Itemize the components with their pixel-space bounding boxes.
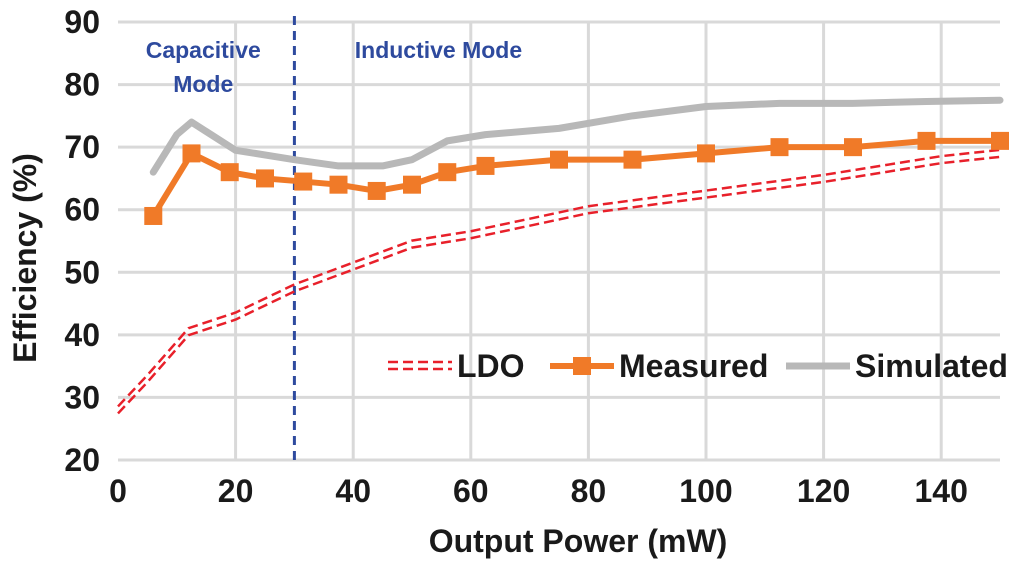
y-tick-label: 20: [64, 442, 100, 478]
series-marker-measured: [770, 138, 789, 157]
series-line-simulated: [149, 96, 1004, 176]
x-tick-label: 20: [218, 473, 254, 509]
series-marker-measured: [476, 156, 495, 175]
legend: LDO Measured Simulated: [388, 348, 1008, 384]
series-marker-measured: [403, 175, 421, 194]
y-tick-label: 50: [64, 254, 100, 290]
series-line-ldo-0: [117, 148, 1001, 408]
series-marker-measured: [294, 172, 313, 191]
series-marker-measured: [367, 181, 386, 200]
region-label-1: Inductive Mode: [355, 37, 522, 63]
series-marker-measured: [844, 138, 862, 157]
x-tick-label: 100: [679, 473, 732, 509]
series-line-measured: [150, 137, 1003, 219]
series-layer: [117, 96, 1009, 415]
legend-measured-marker: [573, 357, 591, 375]
x-tick-label: 120: [797, 473, 850, 509]
series-marker-measured: [917, 131, 936, 150]
x-tick-label: 40: [335, 473, 371, 509]
legend-item-ldo: LDO: [388, 348, 525, 384]
series-marker-measured: [623, 150, 642, 169]
series-marker-measured: [182, 144, 201, 163]
y-tick-label: 90: [64, 4, 100, 40]
region-label-0: Capacitive Mode: [146, 37, 261, 97]
x-tick-label: 60: [453, 473, 489, 509]
series-line-ldo-1: [117, 155, 1001, 415]
series-marker-measured: [329, 175, 348, 194]
y-tick-label: 40: [64, 317, 100, 353]
y-tick-label: 70: [64, 129, 100, 165]
y-tick-label: 30: [64, 379, 100, 415]
x-tick-label: 0: [109, 473, 127, 509]
x-axis-title: Output Power (mW): [429, 523, 728, 559]
series-marker-measured: [697, 144, 715, 163]
region-layer: Capacitive Mode Inductive Mode: [146, 37, 522, 97]
legend-ldo-label: LDO: [457, 348, 525, 384]
legend-item-measured: Measured: [550, 348, 768, 384]
legend-item-simulated: Simulated: [786, 348, 1008, 384]
grid-layer: [118, 20, 1000, 462]
y-tick-label: 60: [64, 192, 100, 228]
y-tick-label: 80: [64, 67, 100, 103]
series-marker-measured: [550, 150, 568, 169]
x-tick-label: 80: [571, 473, 607, 509]
legend-measured-label: Measured: [619, 348, 768, 384]
series-marker-measured: [144, 206, 163, 225]
series-marker-measured: [256, 169, 274, 188]
series-marker-measured: [438, 163, 457, 182]
x-tick-label: 140: [915, 473, 968, 509]
series-marker-measured: [220, 163, 239, 182]
y-axis-title: Efficiency (%): [7, 153, 43, 363]
series-marker-measured: [991, 131, 1009, 150]
legend-simulated-label: Simulated: [855, 348, 1008, 384]
